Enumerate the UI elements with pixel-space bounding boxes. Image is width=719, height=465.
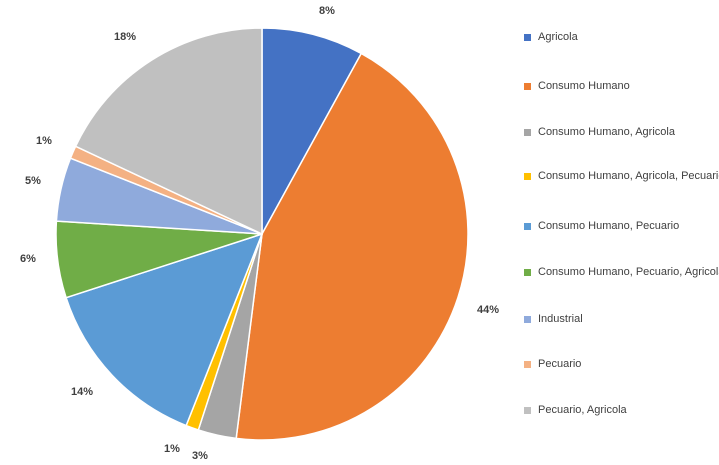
legend-swatch-4	[524, 173, 531, 180]
legend-label-6: Consumo Humano, Pecuario, Agricola	[538, 266, 719, 278]
pie-slice-2	[235, 52, 469, 441]
legend-item-7: Industrial	[524, 312, 719, 327]
percent-label-2: 44%	[477, 304, 499, 316]
legend-swatch-8	[524, 361, 531, 368]
percent-label-7: 5%	[25, 175, 41, 187]
legend-item-6: Consumo Humano, Pecuario, Agricola	[524, 265, 719, 280]
percent-label-5: 14%	[71, 386, 93, 398]
legend-swatch-7	[524, 316, 531, 323]
legend-label-7: Industrial	[538, 313, 583, 325]
legend-swatch-3	[524, 129, 531, 136]
legend-item-1: Agricola	[524, 30, 719, 45]
legend-swatch-6	[524, 269, 531, 276]
percent-label-8: 1%	[36, 135, 52, 147]
percent-label-4: 1%	[164, 443, 180, 455]
legend-label-3: Consumo Humano, Agricola	[538, 126, 675, 138]
pie-slices	[55, 27, 469, 441]
legend-label-8: Pecuario	[538, 358, 582, 370]
legend-swatch-2	[524, 83, 531, 90]
percent-label-1: 8%	[319, 5, 335, 17]
legend-item-2: Consumo Humano	[524, 79, 719, 94]
legend-label-5: Consumo Humano, Pecuario	[538, 220, 680, 232]
legend-label-4: Consumo Humano, Agricola, Pecuario	[538, 170, 719, 182]
pie-slice-9	[74, 27, 263, 236]
legend-label-2: Consumo Humano	[538, 80, 630, 92]
legend-label-1: Agricola	[538, 31, 578, 43]
percent-label-9: 18%	[114, 31, 136, 43]
legend-item-5: Consumo Humano, Pecuario	[524, 219, 719, 234]
pie-slice-1	[261, 27, 363, 235]
percent-labels: 8% 44% 3% 1% 14% 6% 5% 1% 18%	[20, 5, 499, 462]
legend-item-8: Pecuario	[524, 357, 719, 372]
legend-item-4: Consumo Humano, Agricola, Pecuario	[524, 169, 719, 184]
legend-label-9: Pecuario, Agricola	[538, 404, 627, 416]
legend-swatch-1	[524, 34, 531, 41]
percent-label-3: 3%	[192, 450, 208, 462]
legend-item-3: Consumo Humano, Agricola	[524, 125, 719, 140]
legend-swatch-9	[524, 407, 531, 414]
percent-label-6: 6%	[20, 253, 36, 265]
legend-swatch-5	[524, 223, 531, 230]
legend-item-9: Pecuario, Agricola	[524, 403, 719, 418]
